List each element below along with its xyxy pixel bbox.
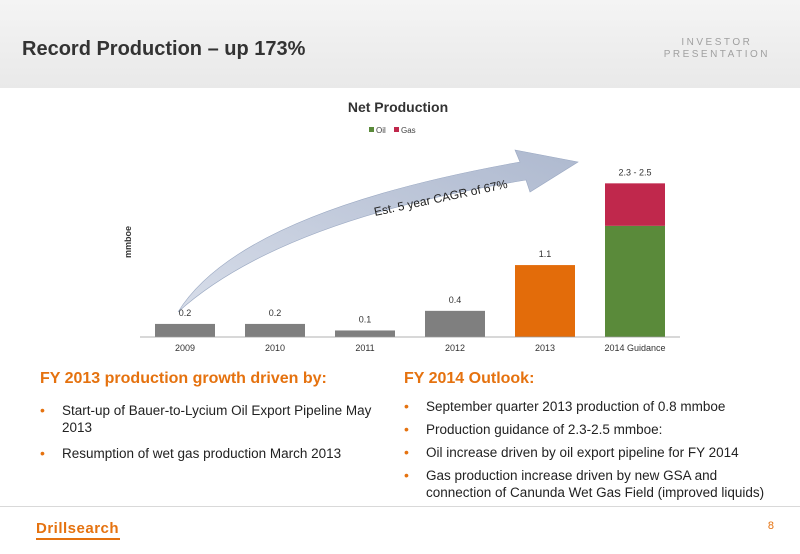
x-tick-label: 2011 — [355, 343, 374, 353]
bullet-dot-icon: • — [40, 402, 45, 418]
chart-legend: Oil Gas — [369, 126, 416, 135]
bar-2013 — [515, 265, 575, 337]
legend-label-oil: Oil — [376, 126, 386, 135]
slide-header: Record Production – up 173% INVESTOR PRE… — [0, 0, 800, 88]
net-production-chart: Net Production Oil Gas mmboe Est. 5 year… — [123, 99, 680, 353]
bullet-dot-icon: • — [404, 467, 409, 483]
y-axis-label: mmboe — [123, 226, 133, 258]
x-tick-label: 2009 — [175, 343, 195, 353]
bar-value-label: 0.4 — [449, 295, 462, 305]
x-axis-ticks: 2009 2010 2011 2012 2013 2014 Guidance — [175, 343, 666, 353]
header-tag-line1: INVESTOR — [681, 37, 753, 48]
bar-value-label: 0.2 — [269, 308, 282, 318]
header-tag: INVESTOR PRESENTATION — [664, 37, 770, 61]
list-item: • Start-up of Bauer-to-Lycium Oil Export … — [40, 402, 372, 435]
bar-value-label: 0.1 — [359, 314, 372, 324]
slide-title: Record Production – up 173% — [22, 38, 306, 60]
left-bullet-list: • Start-up of Bauer-to-Lycium Oil Export … — [40, 402, 380, 471]
legend-swatch-oil — [369, 127, 374, 132]
list-item: • Gas production increase driven by new G… — [404, 467, 765, 500]
legend-label-gas: Gas — [401, 126, 416, 135]
list-item: • Oil increase driven by oil export pipel… — [404, 444, 739, 460]
bar-value-label: 1.1 — [539, 249, 552, 259]
list-item: • Resumption of wet gas production March … — [40, 445, 342, 461]
footer-divider — [0, 506, 800, 507]
bar-2011 — [335, 330, 395, 337]
company-logo: Drillsearch — [36, 520, 120, 537]
header-tag-line2: PRESENTATION — [663, 49, 770, 60]
x-tick-label: 2013 — [535, 343, 555, 353]
bullet-dot-icon: • — [404, 398, 409, 414]
x-tick-label: 2012 — [445, 343, 465, 353]
bar-2012 — [425, 310, 485, 337]
bar-segment-oil — [605, 225, 665, 337]
bar-value-label: 0.2 — [179, 308, 192, 318]
bullet-dot-icon: • — [404, 421, 409, 437]
bar-group: 0.2 0.2 0.1 0.4 1.1 2.3 - 2.5 — [155, 167, 665, 337]
bullet-dot-icon: • — [40, 445, 45, 461]
cagr-arrow-shape — [177, 149, 579, 313]
bar-segment-gas — [605, 183, 665, 226]
bullet-dot-icon: • — [404, 444, 409, 460]
right-bullet-list: • September quarter 2013 production of 0.… — [404, 398, 784, 507]
x-tick-label: 2010 — [265, 343, 285, 353]
right-panel-title: FY 2014 Outlook: — [404, 370, 535, 387]
bar-2009 — [155, 323, 215, 337]
chart-title: Net Production — [348, 99, 448, 115]
legend-swatch-gas — [394, 127, 399, 132]
bar-value-label: 2.3 - 2.5 — [618, 167, 651, 177]
bar-2010 — [245, 323, 305, 337]
list-item: • Production guidance of 2.3-2.5 mmboe: — [404, 421, 663, 437]
list-item: • September quarter 2013 production of 0.… — [404, 398, 726, 414]
page-number: 8 — [767, 520, 774, 532]
left-panel-title: FY 2013 production growth driven by: — [40, 370, 327, 387]
x-tick-label: 2014 Guidance — [604, 343, 665, 353]
logo-underline — [36, 538, 120, 540]
